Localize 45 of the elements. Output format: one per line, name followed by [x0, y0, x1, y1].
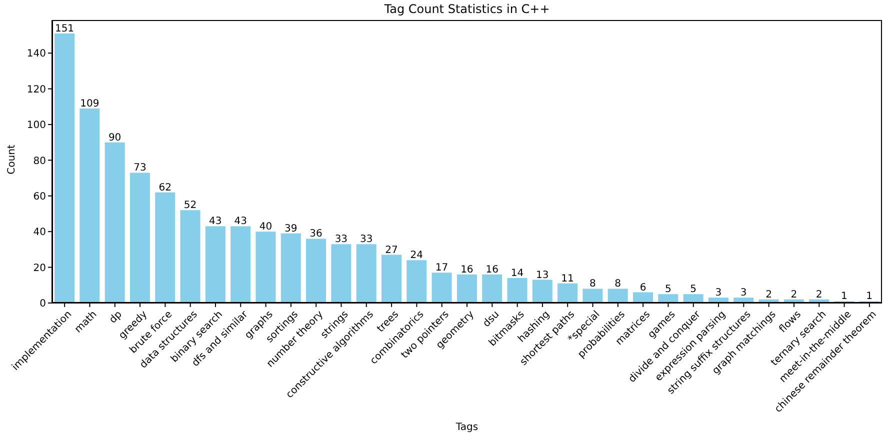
y-tick-label: 140	[26, 48, 46, 60]
data-label: 24	[410, 250, 424, 262]
data-label: 1	[866, 291, 873, 302]
data-label: 13	[536, 270, 549, 281]
data-label: 16	[486, 264, 498, 276]
data-label: 62	[158, 182, 172, 194]
y-tick-label: 100	[26, 120, 46, 132]
data-label: 2	[766, 289, 772, 300]
y-tick-label: 0	[40, 298, 46, 310]
data-label: 5	[664, 284, 672, 296]
data-label: 8	[614, 278, 622, 290]
data-label: 2	[790, 289, 798, 300]
x-axis-title: Tags	[454, 422, 480, 433]
y-tick-label: 20	[33, 262, 46, 274]
data-label: 33	[360, 234, 373, 246]
y-axis-title: Count	[6, 144, 18, 176]
data-label: 39	[284, 223, 298, 234]
x-tick-label: dp	[108, 309, 124, 326]
data-label: 6	[640, 282, 646, 294]
data-label: 43	[234, 216, 247, 228]
data-label: 11	[561, 273, 574, 284]
data-label: 2	[816, 289, 822, 300]
data-label: 5	[690, 284, 696, 296]
data-label: 36	[310, 228, 322, 240]
y-tick-label: 80	[33, 156, 46, 167]
data-label: 3	[715, 288, 722, 299]
data-label: 3	[740, 288, 747, 299]
y-tick-label: 60	[33, 191, 46, 202]
data-label: 73	[134, 162, 146, 174]
data-label: 43	[209, 216, 222, 228]
data-label: 52	[184, 200, 197, 212]
y-tick-label: 40	[33, 227, 46, 238]
chart-title: Tag Count Statistics in C++	[383, 2, 551, 16]
data-label: 16	[460, 264, 474, 276]
data-label: 109	[80, 98, 100, 110]
data-label: 40	[259, 222, 272, 233]
data-label: 90	[108, 132, 122, 144]
data-label: 1	[841, 291, 848, 302]
data-label: 14	[510, 268, 524, 280]
data-label: 27	[385, 244, 398, 256]
data-label: 17	[435, 262, 448, 274]
data-label: 8	[590, 278, 596, 290]
data-label: 151	[54, 23, 74, 34]
data-label: 33	[334, 234, 348, 246]
y-tick-label: 120	[26, 84, 46, 96]
